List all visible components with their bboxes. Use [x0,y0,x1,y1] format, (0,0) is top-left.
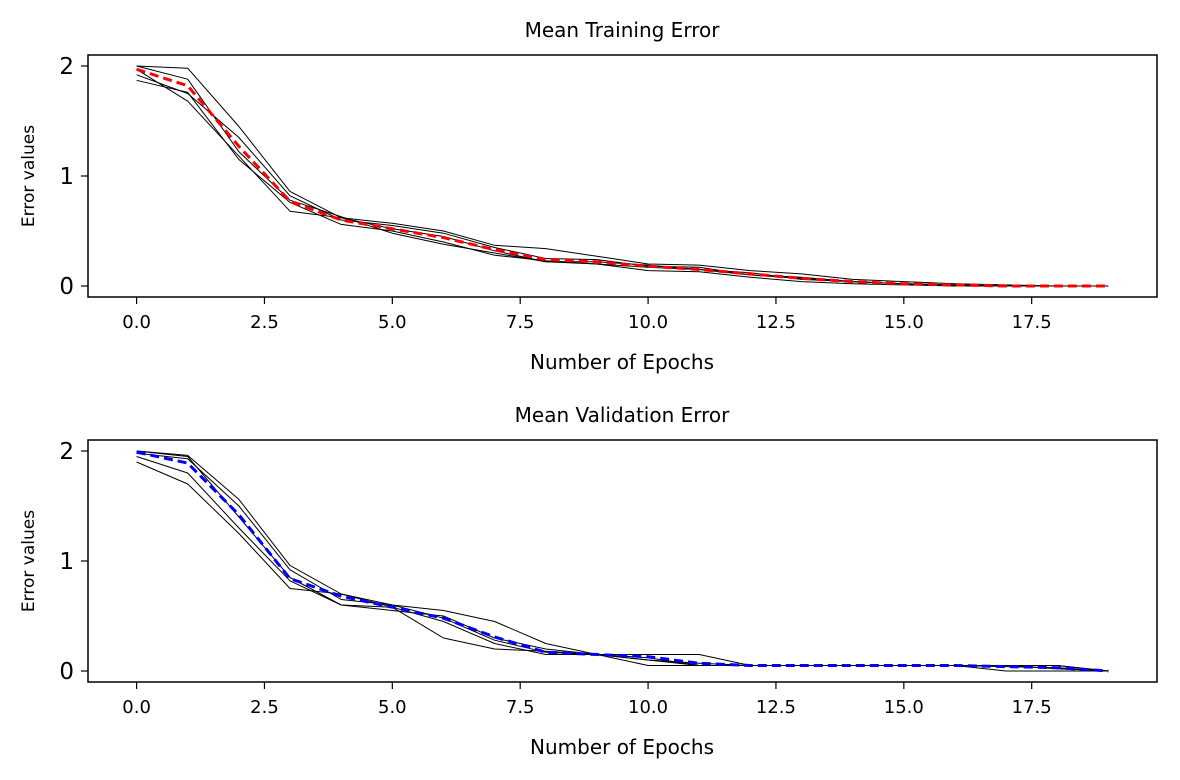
x-tick-label: 12.5 [756,697,796,718]
x-tick-label: 15.0 [884,697,924,718]
y-axis-label: Error values [19,125,39,227]
y-tick-label: 2 [59,54,74,80]
y-tick-label: 1 [59,164,74,190]
y-tick-label: 0 [59,274,74,300]
mean-line [136,450,1109,673]
x-tick-label: 2.5 [250,697,279,718]
run-line-2 [136,68,1109,287]
x-axis-label: Number of Epochs [530,735,714,759]
run-line-4 [136,79,1109,287]
x-tick-label: 5.0 [378,312,407,333]
x-tick-label: 15.0 [884,312,924,333]
x-tick-label: 0.0 [122,312,151,333]
x-tick-label: 2.5 [250,312,279,333]
x-tick-label: 7.5 [506,312,535,333]
x-tick-label: 10.0 [628,697,668,718]
run-line-5 [136,452,1109,672]
axes-frame [87,439,1158,683]
run-line-3 [136,456,1109,672]
axes-frame [87,54,1158,298]
x-tick-label: 12.5 [756,312,796,333]
x-tick-label: 10.0 [628,312,668,333]
run-line-5 [136,65,1109,287]
run-line-3 [136,74,1109,287]
y-tick-label: 2 [59,439,74,465]
y-axis-label: Error values [19,510,39,612]
y-tick-label: 1 [59,549,74,575]
y-tick-label: 0 [59,659,74,685]
validation-error-panel: Mean Validation Error Number of Epochs E… [19,403,1158,759]
chart-title: Mean Training Error [525,18,721,42]
mean-line [136,67,1109,288]
chart-title: Mean Validation Error [515,403,730,427]
x-tick-label: 0.0 [122,697,151,718]
training-error-panel: Mean Training Error Number of Epochs Err… [19,18,1158,374]
x-tick-label: 17.5 [1012,697,1052,718]
x-tick-label: 17.5 [1012,312,1052,333]
x-tick-label: 5.0 [378,697,407,718]
plot-area [136,450,1109,673]
plot-area [136,65,1109,288]
x-tick-label: 7.5 [506,697,535,718]
run-line-2 [136,461,1109,672]
run-line-1 [136,65,1109,287]
x-axis-label: Number of Epochs [530,350,714,374]
